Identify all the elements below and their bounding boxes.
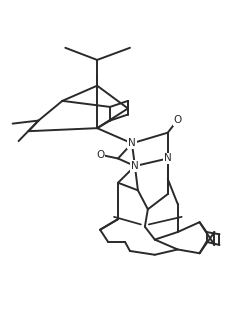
Text: N: N [164,154,172,164]
Text: N: N [131,161,139,171]
Text: O: O [173,115,182,125]
Text: N: N [128,138,136,148]
Text: O: O [96,150,104,160]
